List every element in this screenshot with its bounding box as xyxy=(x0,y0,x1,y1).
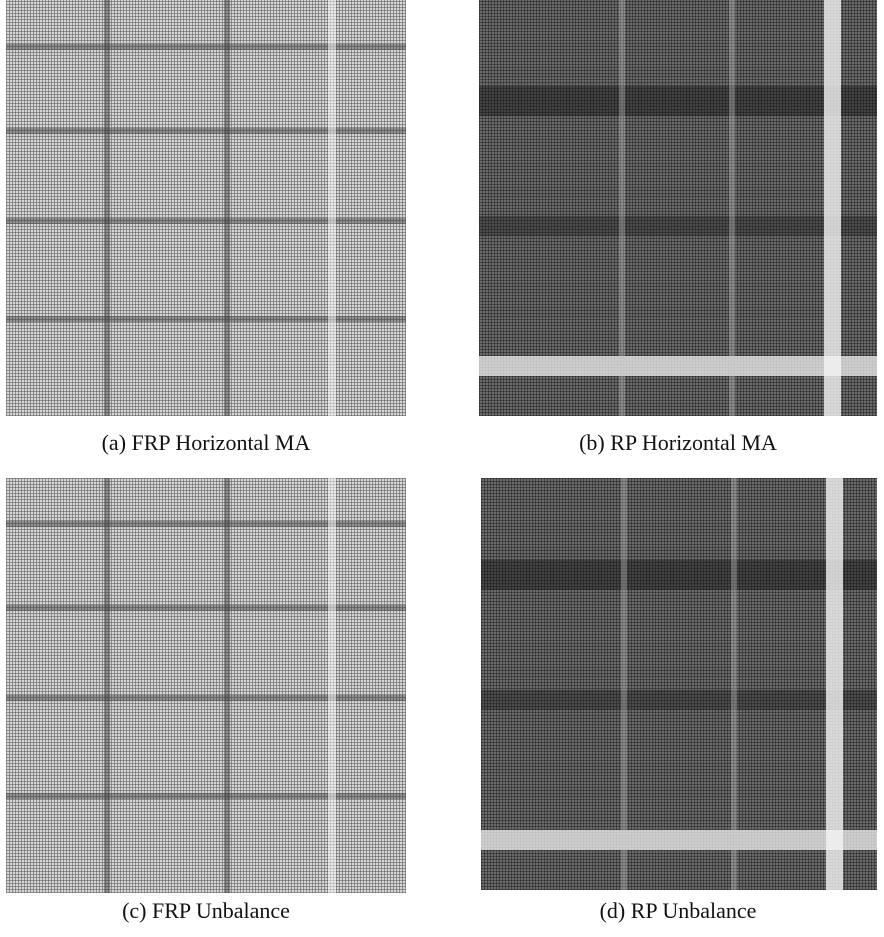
caption: (a) FRP Horizontal MA xyxy=(101,430,311,455)
rp-image xyxy=(481,478,877,890)
caption: (d) RP Unbalance xyxy=(599,898,757,923)
frp-image xyxy=(6,0,406,416)
caption: (b) RP Horizontal MA xyxy=(579,430,777,455)
rp-image xyxy=(479,0,877,416)
caption: (c) FRP Unbalance xyxy=(122,898,290,923)
frp-image xyxy=(6,478,406,893)
